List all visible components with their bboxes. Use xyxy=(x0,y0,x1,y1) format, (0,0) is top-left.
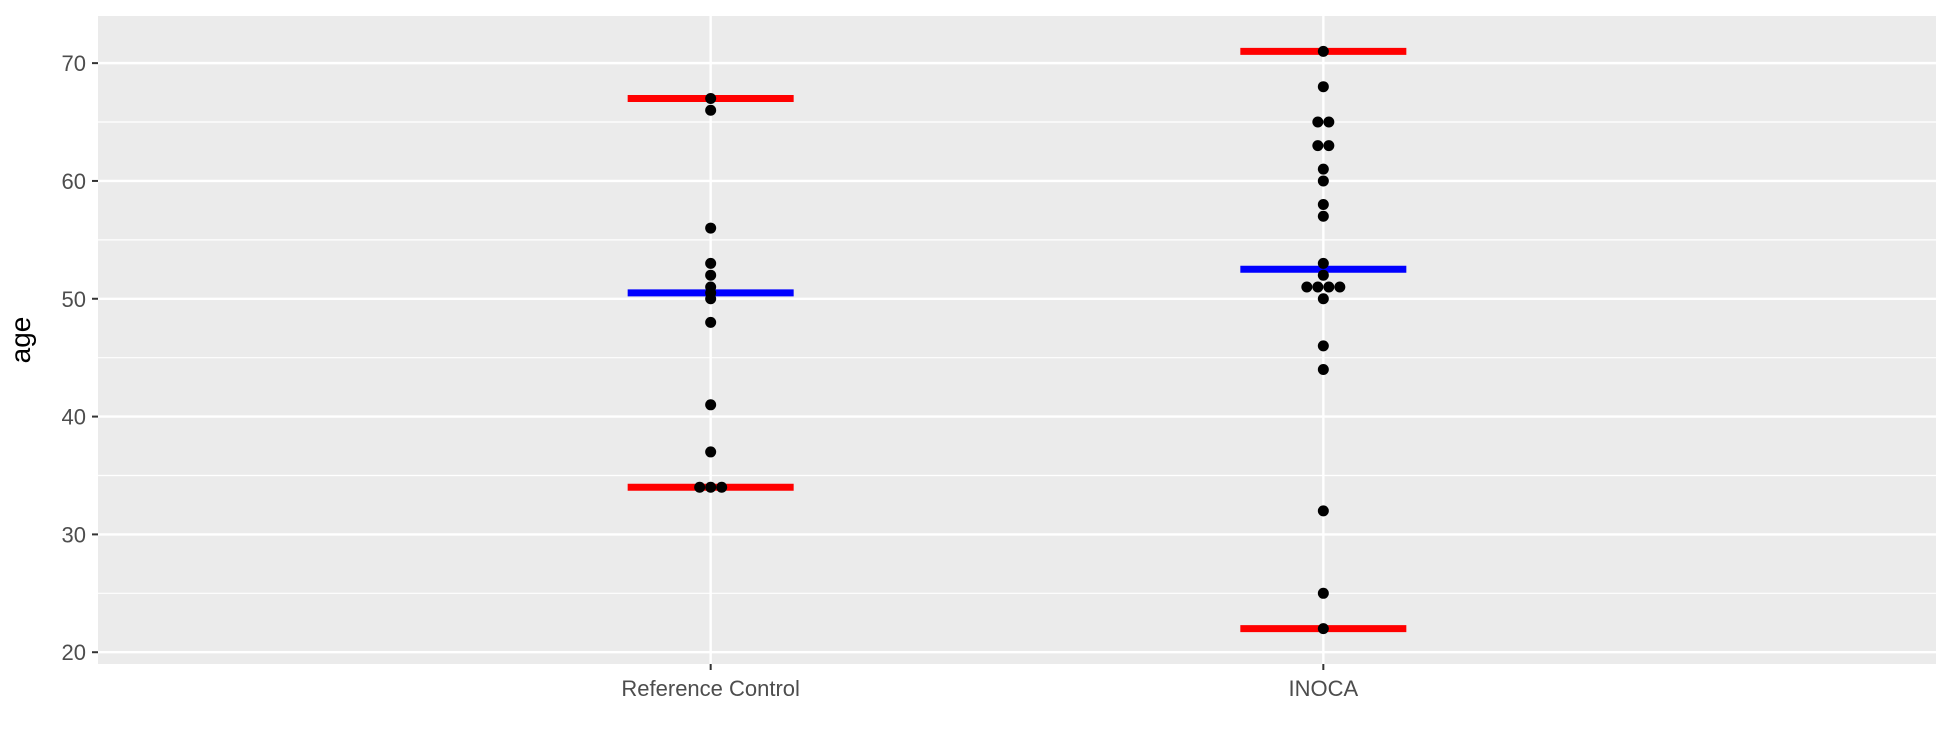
minor-gridlines xyxy=(98,121,1936,594)
data-point xyxy=(705,222,717,234)
data-point xyxy=(1317,210,1329,222)
data-point xyxy=(1301,281,1313,293)
data-point xyxy=(1317,269,1329,281)
data-point xyxy=(1317,81,1329,93)
y-tick-label: 60 xyxy=(62,169,86,194)
data-point xyxy=(1317,163,1329,175)
data-point xyxy=(1317,505,1329,517)
data-point xyxy=(1317,257,1329,269)
data-point xyxy=(1312,140,1324,152)
data-point xyxy=(1312,281,1324,293)
data-point xyxy=(1317,363,1329,375)
y-tick-label: 50 xyxy=(62,287,86,312)
y-tick-label: 20 xyxy=(62,640,86,665)
data-point xyxy=(1323,116,1335,128)
data-point xyxy=(1317,340,1329,352)
data-points xyxy=(694,45,1346,635)
data-point xyxy=(705,269,717,281)
data-point xyxy=(1317,623,1329,635)
data-point xyxy=(705,257,717,269)
data-point xyxy=(705,287,717,299)
data-point xyxy=(1334,281,1346,293)
y-tick-label: 40 xyxy=(62,405,86,430)
data-point xyxy=(705,481,717,493)
y-axis: 20 30 40 50 60 70 xyxy=(62,51,98,665)
data-point xyxy=(716,481,728,493)
x-tick-label: INOCA xyxy=(1288,676,1358,701)
data-point xyxy=(705,399,717,411)
data-point xyxy=(1317,199,1329,211)
data-point xyxy=(694,481,706,493)
x-axis: Reference Control INOCA xyxy=(621,664,1358,701)
y-tick-label: 30 xyxy=(62,522,86,547)
data-point xyxy=(705,316,717,328)
data-point xyxy=(1317,175,1329,187)
data-point xyxy=(705,92,717,104)
major-gridlines xyxy=(98,16,1936,664)
plot-panel xyxy=(98,16,1936,664)
data-point xyxy=(1317,45,1329,57)
data-point xyxy=(1317,293,1329,305)
data-point xyxy=(1317,587,1329,599)
data-point xyxy=(1323,281,1335,293)
data-point xyxy=(705,104,717,116)
y-axis-title: age xyxy=(5,317,36,364)
data-point xyxy=(705,446,717,458)
data-point xyxy=(1323,140,1335,152)
data-point xyxy=(1312,116,1324,128)
x-tick-label: Reference Control xyxy=(621,676,800,701)
y-tick-label: 70 xyxy=(62,51,86,76)
